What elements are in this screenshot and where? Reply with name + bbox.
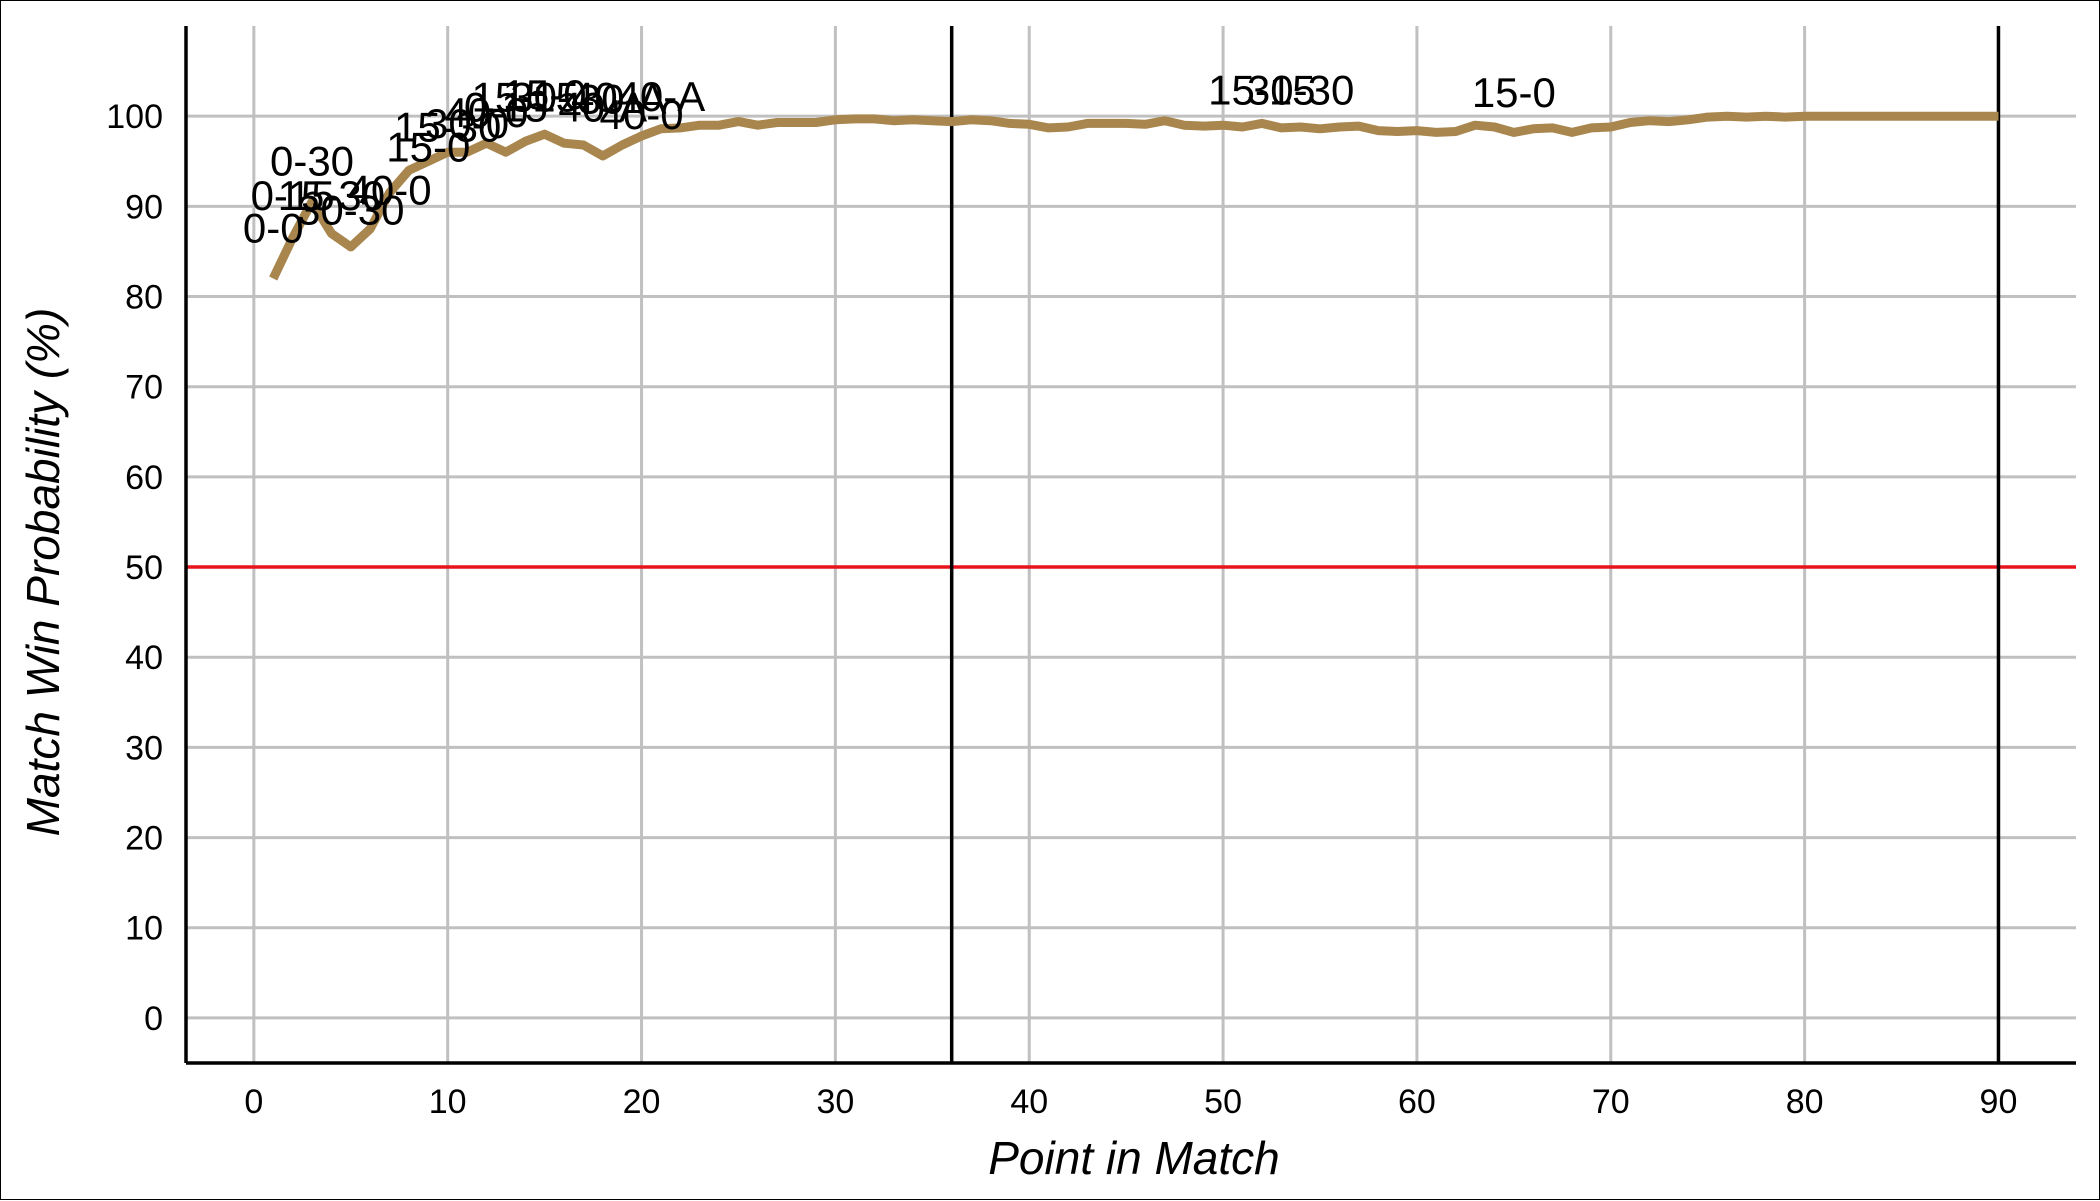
axes xyxy=(184,26,2076,1065)
x-tick-label: 30 xyxy=(816,1083,854,1121)
x-tick-label: 90 xyxy=(1980,1083,2018,1121)
score-annotation: 30-30 xyxy=(1247,66,1354,113)
y-tick-label: 60 xyxy=(125,459,163,497)
x-tick-label: 0 xyxy=(244,1083,263,1121)
score-annotation: 15-0 xyxy=(386,123,470,170)
score-annotation: 30-A xyxy=(578,75,667,122)
score-annotation: 40-A xyxy=(617,73,706,120)
series-layer xyxy=(269,111,1999,281)
score-annotation: 0-15 xyxy=(251,172,335,219)
score-annotation: 40-0 xyxy=(600,91,684,138)
score-annotation: 0-15 xyxy=(464,84,548,131)
x-tick-label: 70 xyxy=(1592,1083,1630,1121)
horizontal-gridlines xyxy=(186,114,2076,1020)
y-tick-label: 50 xyxy=(125,549,163,587)
score-annotation: 15-30 xyxy=(278,172,385,219)
x-tick-label: 60 xyxy=(1398,1083,1436,1121)
score-annotation: 30-40 xyxy=(510,74,617,121)
set-boundary-lines xyxy=(949,26,2001,1063)
x-tick-label: 20 xyxy=(623,1083,661,1121)
score-annotation: 15-30 xyxy=(394,103,501,150)
score-annotation: 15-0 xyxy=(503,71,587,118)
y-tick-label: 80 xyxy=(125,279,163,317)
y-tick-label: 70 xyxy=(125,369,163,407)
win-probability-line xyxy=(269,111,1999,281)
score-annotation: 30-0 xyxy=(425,100,509,147)
score-annotation: 30-30 xyxy=(297,186,404,233)
y-tick-label: 30 xyxy=(125,729,163,767)
y-tick-labels: 0 10 20 30 40 50 60 70 80 90 100 xyxy=(106,98,163,1038)
y-tick-label: 100 xyxy=(106,98,163,136)
y-tick-label: 20 xyxy=(125,820,163,858)
score-annotation: 0-30 xyxy=(270,138,354,185)
vertical-gridlines xyxy=(252,26,2000,1063)
y-axis-label: Match Win Probability (%) xyxy=(17,308,69,837)
x-tick-label: 10 xyxy=(429,1083,467,1121)
score-annotation: 40-0 xyxy=(348,167,432,214)
y-tick-label: 10 xyxy=(125,910,163,948)
score-annotation: 40-A xyxy=(558,84,647,131)
score-annotation: 15-15 xyxy=(1208,66,1315,113)
x-axis-label: Point in Match xyxy=(988,1132,1279,1184)
y-tick-label: 90 xyxy=(125,188,163,226)
x-tick-label: 80 xyxy=(1786,1083,1824,1121)
y-tick-label: 40 xyxy=(125,639,163,677)
score-annotation: 40-0 xyxy=(444,89,528,136)
x-tick-labels: 0 10 20 30 40 50 60 70 80 90 xyxy=(244,1083,2017,1121)
score-annotation: 15-0 xyxy=(1472,69,1556,116)
score-annotation: 0-0 xyxy=(243,204,304,251)
x-tick-label: 40 xyxy=(1010,1083,1048,1121)
x-tick-label: 50 xyxy=(1204,1083,1242,1121)
y-tick-label: 0 xyxy=(144,1000,163,1038)
score-annotation: 15-15 xyxy=(472,74,579,121)
score-annotations: 0-00-150-3015-3030-3040-015-015-3030-040… xyxy=(243,66,1556,251)
